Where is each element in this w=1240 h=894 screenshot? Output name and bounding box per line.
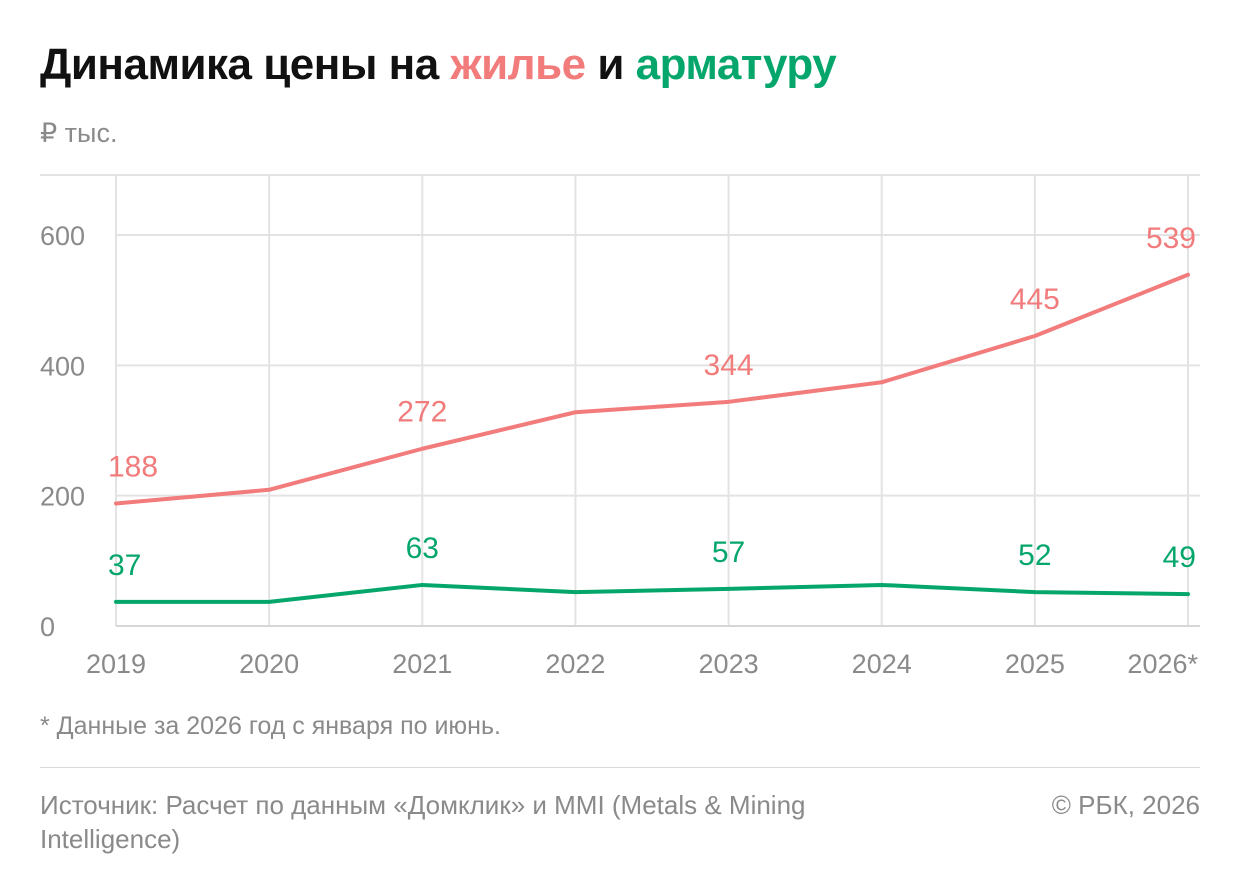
- data-label: 37: [108, 549, 141, 582]
- line-chart: 0 200 400 600 2019 2020 2021 2022 2023 2024 2025 20…: [40, 174, 1200, 679]
- data-label: 272: [397, 396, 447, 429]
- title-part1: Динамика цены на: [40, 40, 451, 89]
- x-tick-label: 2021: [392, 649, 452, 679]
- y-tick-label: 200: [40, 482, 85, 512]
- x-tick-label: 2024: [852, 649, 912, 679]
- x-tick-label: 2025: [1005, 649, 1065, 679]
- x-tick-label: 2023: [699, 649, 759, 679]
- title-part2: и: [585, 40, 636, 89]
- x-tick-label: 2022: [545, 649, 605, 679]
- title-highlight-rebar: арматуру: [635, 40, 837, 89]
- unit-label: ₽ тыс.: [40, 118, 118, 148]
- y-tick-label: 400: [40, 351, 85, 381]
- footnote: * Данные за 2026 год с января по июнь.: [40, 712, 501, 740]
- x-tick-label: 2019: [86, 649, 146, 679]
- y-tick-label: 600: [40, 221, 85, 251]
- data-label: 445: [1010, 283, 1060, 316]
- data-label: 63: [406, 532, 439, 565]
- y-tick-label: 0: [40, 612, 55, 642]
- data-label: 57: [712, 536, 745, 569]
- x-tick-label: 2020: [239, 649, 299, 679]
- data-label: 539: [1146, 222, 1196, 255]
- series-line-rebar: [114, 582, 1190, 604]
- divider: [40, 767, 1200, 768]
- source-note: Источник: Расчет по данным «Домклик» и M…: [40, 790, 806, 854]
- data-label: 49: [1163, 541, 1196, 574]
- series-line-housing: [114, 272, 1190, 506]
- data-label: 188: [108, 450, 158, 483]
- x-tick-label: 2026*: [1127, 649, 1198, 679]
- chart-title: Динамика цены на жилье и арматуру: [40, 40, 837, 90]
- data-label: 344: [704, 349, 754, 382]
- data-label: 52: [1018, 539, 1051, 572]
- title-highlight-housing: жилье: [450, 40, 586, 89]
- copyright: © РБК, 2026: [1051, 790, 1200, 820]
